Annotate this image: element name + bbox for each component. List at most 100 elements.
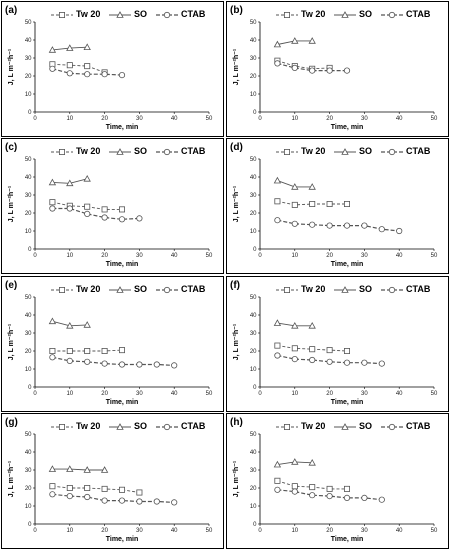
legend-marker-circle [388,11,396,19]
x-axis-label: Time, min [106,261,139,268]
x-axis-label: Time, min [106,536,139,543]
legend-marker-circle [163,11,171,19]
y-tick-label: 20 [250,74,257,80]
x-tick-label: 20 [101,391,108,397]
y-axis-label: J, L m⁻²h⁻¹ [233,460,240,497]
x-tick-label: 10 [291,116,298,122]
data-point-so [48,465,57,472]
x-tick-label: 50 [206,391,213,397]
legend: Tw 20 SO CTAB [50,145,220,159]
data-point-tw20 [119,347,126,354]
panel-label: (b) [230,5,243,16]
legend-marker-circle [388,148,396,156]
x-tick-label: 20 [326,116,333,122]
plot: 0 10 20 30 40 50 0 10 20 30 40 50 Time, min J, L m⁻²h… [233,432,438,543]
data-point-tw20 [49,199,56,206]
y-tick-label: 40 [25,175,32,181]
chart-panel: (f) Tw 20 SO CTAB 0 10 20 30 40 50 0 10 20 30 40 50 Time… [226,276,449,412]
x-axis-label: Time, min [331,399,364,406]
data-point-ctab [274,60,281,67]
y-tick-label: 30 [250,56,257,62]
data-point-tw20 [291,201,298,208]
x-tick-label: 0 [33,253,37,259]
legend-label: Tw 20 [301,284,326,294]
data-point-tw20 [101,206,108,213]
y-tick-label: 10 [25,367,32,373]
data-point-ctab [101,360,108,367]
data-point-ctab [326,493,333,500]
data-point-tw20 [291,345,298,352]
y-tick-label: 0 [253,522,257,528]
data-point-so [273,176,282,184]
legend-swatch [381,11,403,19]
legend-marker-circle [388,423,396,431]
legend-swatch [156,286,178,294]
data-point-ctab [361,359,368,366]
y-tick-label: 10 [25,92,32,98]
data-point-ctab [84,210,91,218]
legend-marker-triangle [341,148,349,155]
x-tick-label: 10 [66,253,73,259]
y-axis-label: J, L m⁻²h⁻¹ [233,48,240,85]
data-point-ctab [171,499,178,506]
y-axis-label: J, L m⁻²h⁻¹ [8,323,15,360]
x-tick-label: 20 [101,253,108,259]
data-point-so [66,179,74,187]
y-tick-label: 10 [25,229,32,235]
data-point-so [273,319,282,326]
data-point-tw20 [66,62,73,69]
legend-swatch [276,12,298,18]
x-tick-label: 50 [431,116,438,122]
data-point-so [291,183,299,190]
data-point-so [100,466,109,473]
data-point-so [308,458,316,466]
legend-swatch [156,148,178,156]
legend-label: SO [134,284,148,294]
x-tick-label: 40 [396,253,403,259]
y-tick-label: 20 [250,211,257,217]
data-point-ctab [153,361,160,368]
x-tick-label: 0 [33,116,37,122]
chart-panel: (g) Tw 20 SO CTAB 0 10 20 30 40 50 0 10 20 30 40 50 Time… [1,413,224,549]
data-point-tw20 [66,348,73,355]
legend-swatch [334,11,356,18]
data-point-ctab [361,494,368,502]
legend: Tw 20 SO CTAB [275,8,445,22]
data-point-tw20 [84,63,91,70]
series-line-so [52,468,105,471]
y-axis-label: J, L m⁻²h⁻¹ [8,48,15,85]
legend-label: SO [359,9,373,19]
legend: Tw 20 SO CTAB [50,8,220,22]
y-tick-label: 30 [25,331,32,337]
data-point-ctab [118,361,126,368]
y-tick-label: 20 [25,74,32,80]
y-tick-label: 30 [25,468,32,474]
data-point-ctab [49,205,56,212]
legend: Tw 20 SO CTAB [50,283,220,297]
y-tick-label: 20 [250,349,257,355]
legend-swatch [109,286,131,293]
panel-label: (g) [5,417,18,428]
y-tick-label: 30 [25,56,32,62]
chart-panel: (a) Tw 20 SO CTAB 0 10 20 30 40 50 0 10 20 30 40 50 Time… [1,1,224,137]
legend-swatch [51,287,73,293]
legend-swatch [276,424,298,430]
data-point-tw20 [101,348,108,355]
legend-swatch [334,148,356,155]
x-tick-label: 30 [136,253,143,259]
y-tick-label: 0 [253,385,257,391]
x-tick-label: 40 [396,116,403,122]
x-tick-label: 30 [136,528,143,534]
y-tick-label: 40 [25,313,32,319]
x-tick-label: 0 [258,391,262,397]
data-point-ctab [136,215,143,222]
x-tick-label: 50 [431,391,438,397]
legend-swatch [276,287,298,293]
legend-marker-square [283,149,290,155]
data-point-ctab [309,356,316,364]
data-point-so [83,321,91,328]
legend-label: SO [359,146,373,156]
data-point-tw20 [136,489,143,496]
series-line-ctab [52,207,140,220]
x-tick-label: 50 [206,253,213,259]
